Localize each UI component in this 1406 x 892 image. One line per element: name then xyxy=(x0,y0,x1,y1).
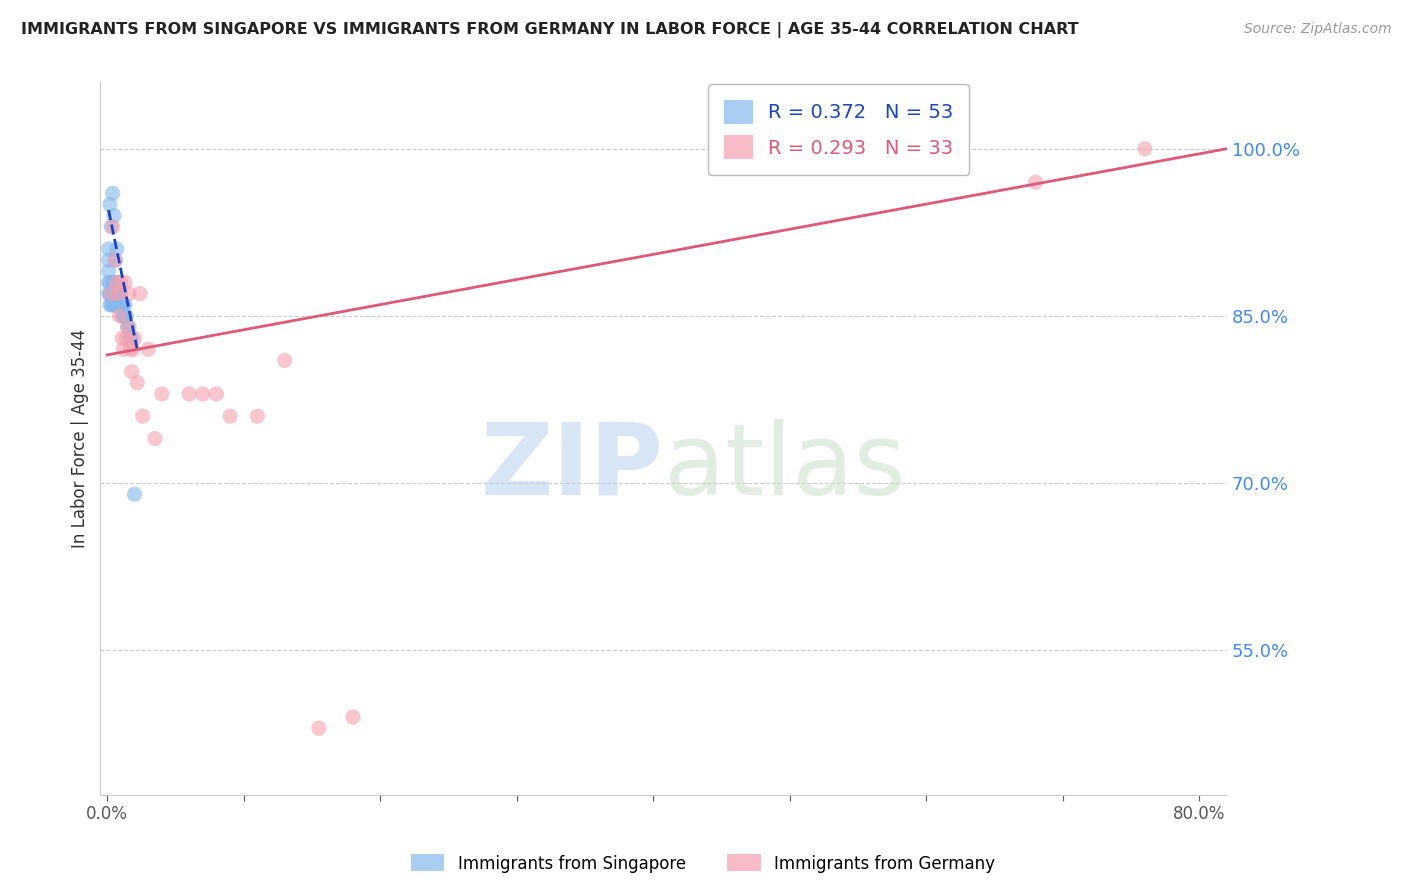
Point xyxy=(118,286,141,301)
Legend: R = 0.372   N = 53, R = 0.293   N = 33: R = 0.372 N = 53, R = 0.293 N = 33 xyxy=(709,85,969,175)
Point xyxy=(118,320,141,334)
Point xyxy=(108,298,131,312)
Point xyxy=(342,710,364,724)
Legend: Immigrants from Singapore, Immigrants from Germany: Immigrants from Singapore, Immigrants fr… xyxy=(405,847,1001,880)
Point xyxy=(104,253,127,268)
Point xyxy=(105,242,128,256)
Point xyxy=(97,276,120,290)
Point xyxy=(110,276,132,290)
Point xyxy=(107,286,129,301)
Point xyxy=(103,209,125,223)
Text: atlas: atlas xyxy=(664,418,905,516)
Point xyxy=(246,409,269,424)
Point xyxy=(104,286,127,301)
Point xyxy=(1133,142,1156,156)
Point xyxy=(219,409,242,424)
Text: Source: ZipAtlas.com: Source: ZipAtlas.com xyxy=(1244,22,1392,37)
Point xyxy=(100,286,122,301)
Point xyxy=(100,298,122,312)
Point xyxy=(111,331,134,345)
Point xyxy=(101,186,124,201)
Point xyxy=(131,409,153,424)
Point xyxy=(112,309,135,323)
Point xyxy=(101,276,124,290)
Point xyxy=(108,286,131,301)
Point xyxy=(273,353,295,368)
Point xyxy=(105,276,128,290)
Point xyxy=(107,286,129,301)
Point xyxy=(97,253,120,268)
Point xyxy=(177,387,200,401)
Point xyxy=(98,286,121,301)
Point xyxy=(103,286,125,301)
Point xyxy=(191,387,214,401)
Point xyxy=(103,286,125,301)
Point xyxy=(111,309,134,323)
Point xyxy=(104,286,127,301)
Point xyxy=(103,298,125,312)
Point xyxy=(124,331,146,345)
Point xyxy=(120,331,142,345)
Point xyxy=(97,286,120,301)
Point xyxy=(110,286,132,301)
Point xyxy=(104,253,127,268)
Point xyxy=(105,276,128,290)
Point xyxy=(117,320,139,334)
Point xyxy=(105,298,128,312)
Point xyxy=(100,219,122,234)
Point xyxy=(100,286,122,301)
Point xyxy=(105,298,128,312)
Point xyxy=(112,298,135,312)
Point xyxy=(107,276,129,290)
Point xyxy=(114,309,136,323)
Point xyxy=(98,197,121,211)
Point xyxy=(97,242,120,256)
Point xyxy=(98,276,121,290)
Point xyxy=(308,721,330,735)
Point xyxy=(104,298,127,312)
Point xyxy=(205,387,228,401)
Point xyxy=(121,331,143,345)
Point xyxy=(127,376,149,390)
Text: ZIP: ZIP xyxy=(481,418,664,516)
Point xyxy=(112,343,135,357)
Point xyxy=(115,309,138,323)
Point xyxy=(143,432,166,446)
Point xyxy=(101,219,124,234)
Point xyxy=(129,286,152,301)
Point xyxy=(108,309,131,323)
Point xyxy=(110,298,132,312)
Point xyxy=(108,298,131,312)
Point xyxy=(111,298,134,312)
Text: IMMIGRANTS FROM SINGAPORE VS IMMIGRANTS FROM GERMANY IN LABOR FORCE | AGE 35-44 : IMMIGRANTS FROM SINGAPORE VS IMMIGRANTS … xyxy=(21,22,1078,38)
Point xyxy=(121,365,143,379)
Point xyxy=(136,343,159,357)
Point xyxy=(103,276,125,290)
Point xyxy=(101,286,124,301)
Point xyxy=(115,331,138,345)
Point xyxy=(98,298,121,312)
Point xyxy=(105,286,128,301)
Point xyxy=(1025,175,1047,189)
Point xyxy=(110,298,132,312)
Point xyxy=(150,387,173,401)
Point xyxy=(101,298,124,312)
Point xyxy=(107,298,129,312)
Point xyxy=(107,298,129,312)
Point xyxy=(105,286,128,301)
Point xyxy=(124,487,146,501)
Point xyxy=(120,343,142,357)
Y-axis label: In Labor Force | Age 35-44: In Labor Force | Age 35-44 xyxy=(72,329,89,548)
Point xyxy=(97,264,120,278)
Point xyxy=(117,320,139,334)
Point xyxy=(114,276,136,290)
Point xyxy=(114,298,136,312)
Point xyxy=(122,343,145,357)
